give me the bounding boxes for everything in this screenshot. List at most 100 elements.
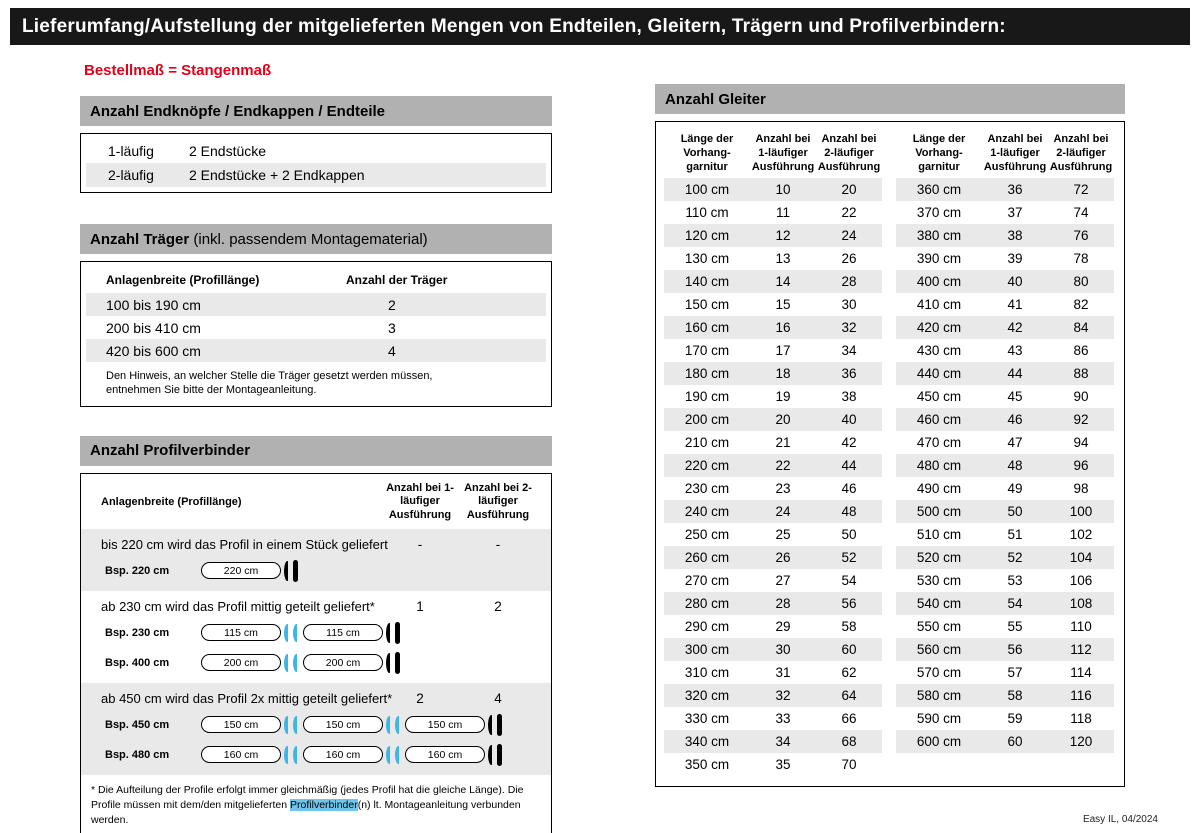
profile-rod: 220 cm xyxy=(201,559,298,582)
connector-arc xyxy=(395,715,402,734)
anzahl-2laufig-cell: 104 xyxy=(1069,550,1093,565)
endteile-value: 2 Endstücke + 2 Endkappen xyxy=(189,167,365,183)
anzahl-1laufig-cell: 44 xyxy=(1007,366,1023,381)
profil-example: Bsp. 400 cm 200 cm 200 cm xyxy=(81,648,551,678)
endcap-arc xyxy=(488,714,495,735)
example-label: Bsp. 230 cm xyxy=(105,626,170,639)
anzahl-2laufig-cell: 50 xyxy=(841,527,857,542)
anzahl-1laufig-cell: 41 xyxy=(1007,297,1023,312)
anzahl-1laufig-cell: 55 xyxy=(1007,619,1023,634)
anzahl-1laufig-cell: 45 xyxy=(1007,389,1023,404)
table-row: 440 cm 44 88 xyxy=(896,362,1114,385)
table-row: 550 cm 55 110 xyxy=(896,615,1114,638)
table-row: 560 cm 56 112 xyxy=(896,638,1114,661)
anzahl-2laufig-cell: 120 xyxy=(1069,734,1093,749)
anzahl-1laufig-cell: 31 xyxy=(775,665,791,680)
gleiter-table: Länge der Vorhang-garnitur Anzahl bei 1-l… xyxy=(896,130,1114,753)
endteile-value: 2 Endstücke xyxy=(189,143,267,159)
laenge-cell: 170 cm xyxy=(684,343,730,358)
section-header-profilverbinder: Anzahl Profilverbinder xyxy=(80,435,552,466)
table-row: 500 cm 50 100 xyxy=(896,500,1114,523)
laenge-cell: 450 cm xyxy=(916,389,962,404)
laenge-cell: 490 cm xyxy=(916,481,962,496)
laenge-cell: 350 cm xyxy=(684,757,730,772)
endcap-bar xyxy=(497,713,502,736)
anzahl-1laufig-cell: 51 xyxy=(1007,527,1023,542)
connector-arc xyxy=(293,715,300,734)
traeger-rows: 100 bis 190 cm 2 200 bis 410 cm 3 420 bis 60… xyxy=(86,293,546,362)
anzahl-2laufig-cell: 92 xyxy=(1073,412,1089,427)
profil-footnote: * Die Aufteilung der Profile erfolgt imm… xyxy=(81,775,551,831)
count-2laufig: 2 xyxy=(494,599,502,615)
laenge-cell: 190 cm xyxy=(684,389,730,404)
bestellmass-note: Bestellmaß = Stangenmaß xyxy=(84,62,272,79)
anzahl-2laufig-cell: 20 xyxy=(841,182,857,197)
laenge-cell: 340 cm xyxy=(684,734,730,749)
laenge-cell: 500 cm xyxy=(916,504,962,519)
endcap-bar xyxy=(293,559,298,582)
laenge-cell: 130 cm xyxy=(684,251,730,266)
example-label: Bsp. 480 cm xyxy=(105,748,170,761)
gleiter-header-row: Länge der Vorhang-garnitur Anzahl bei 1-l… xyxy=(896,130,1114,178)
example-label: Bsp. 220 cm xyxy=(105,564,170,577)
count-2laufig: - xyxy=(495,537,501,553)
anzahl-1laufig-cell: 59 xyxy=(1007,711,1023,726)
anzahl-1laufig-cell: 46 xyxy=(1007,412,1023,427)
endcap-bar xyxy=(395,621,400,644)
anzahl-2laufig-cell: 72 xyxy=(1073,182,1089,197)
count-1laufig: - xyxy=(417,537,423,553)
anzahl-2laufig-cell: 36 xyxy=(841,366,857,381)
connector-arc xyxy=(386,745,393,764)
laenge-cell: 440 cm xyxy=(916,366,962,381)
profilverbinder-icon xyxy=(386,745,402,764)
table-row: 410 cm 41 82 xyxy=(896,293,1114,316)
profil-rule-text: ab 230 cm wird das Profil mittig geteilt… xyxy=(101,599,375,615)
endcap-bar xyxy=(497,743,502,766)
table-row: 460 cm 46 92 xyxy=(896,408,1114,431)
anzahl-1laufig-cell: 21 xyxy=(775,435,791,450)
table-row: 260 cm 26 52 xyxy=(664,546,882,569)
anzahl-1laufig-cell: 38 xyxy=(1007,228,1023,243)
table-row: 340 cm 34 68 xyxy=(664,730,882,753)
laenge-cell: 120 cm xyxy=(684,228,730,243)
table-row: 590 cm 59 118 xyxy=(896,707,1114,730)
anzahl-1laufig-cell: 35 xyxy=(775,757,791,772)
laenge-cell: 150 cm xyxy=(684,297,730,312)
endcap-arc xyxy=(386,652,393,673)
laenge-cell: 210 cm xyxy=(684,435,730,450)
anlagenbreite-value: 200 bis 410 cm xyxy=(106,319,201,336)
traeger-col2-header: Anzahl der Träger xyxy=(346,273,448,287)
profile-segment: 220 cm xyxy=(201,562,281,580)
profil-group: ab 450 cm wird das Profil 2x mittig gete… xyxy=(81,682,551,775)
profil-rule-text: bis 220 cm wird das Profil in einem Stüc… xyxy=(101,537,388,553)
table-row: 430 cm 43 86 xyxy=(896,339,1114,362)
gleiter-tables: Länge der Vorhang-garnitur Anzahl bei 1-l… xyxy=(664,130,1116,776)
table-row: 270 cm 27 54 xyxy=(664,569,882,592)
anzahl-1laufig-cell: 56 xyxy=(1007,642,1023,657)
traeger-table: Anlagenbreite (Profillänge) Anzahl der T… xyxy=(80,261,552,407)
endstueck-icon xyxy=(488,713,502,736)
laenge-cell: 510 cm xyxy=(916,527,962,542)
anzahl-2laufig-cell: 114 xyxy=(1070,665,1092,680)
lauf-label: 2-läufig xyxy=(108,167,154,183)
laenge-cell: 460 cm xyxy=(916,412,962,427)
anzahl-1laufig-cell: 29 xyxy=(775,619,791,634)
table-row: 330 cm 33 66 xyxy=(664,707,882,730)
profil-example: Bsp. 450 cm 150 cm 150 cm 150 cm xyxy=(81,710,551,740)
anzahl-1laufig-cell: 27 xyxy=(775,573,791,588)
anzahl-1laufig-cell: 37 xyxy=(1007,205,1023,220)
anzahl-1laufig-cell: 34 xyxy=(775,734,791,749)
anzahl-2laufig-cell: 118 xyxy=(1070,711,1092,726)
anzahl-2laufig-cell: 32 xyxy=(841,320,857,335)
table-row: 370 cm 37 74 xyxy=(896,201,1114,224)
endstueck-icon xyxy=(284,559,298,582)
table-row: 580 cm 58 116 xyxy=(896,684,1114,707)
table-row: 110 cm 11 22 xyxy=(664,201,882,224)
count-1laufig: 2 xyxy=(416,691,424,707)
lauf-label: 1-läufig xyxy=(108,143,154,159)
laenge-cell: 100 cm xyxy=(684,182,730,197)
example-label: Bsp. 400 cm xyxy=(105,656,170,669)
laenge-cell: 220 cm xyxy=(684,458,730,473)
page-title: Lieferumfang/Aufstellung der mitgeliefer… xyxy=(10,8,1190,45)
footnote-text-post: (n) lt. Montageanleitung verbunden werde… xyxy=(91,799,521,827)
